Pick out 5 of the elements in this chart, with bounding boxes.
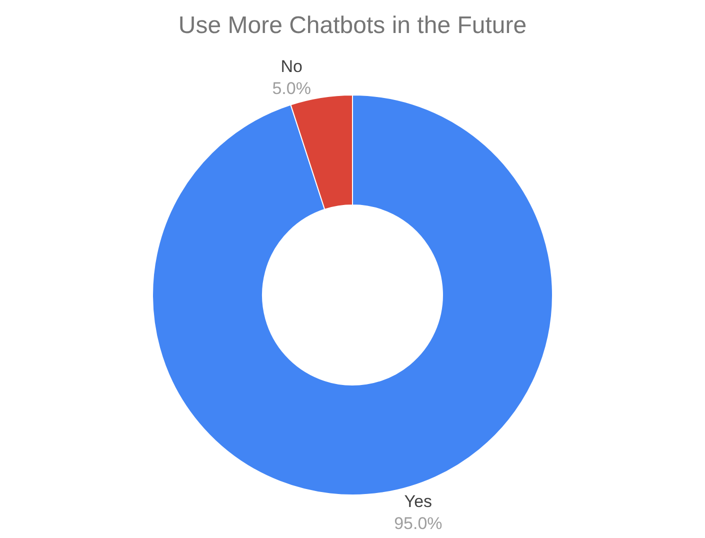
data-label: 5.0% xyxy=(272,78,311,98)
data-label: 95.0% xyxy=(394,514,442,534)
slice-label: Yes xyxy=(404,492,432,512)
slice-label: No xyxy=(280,56,302,76)
chart-title: Use More Chatbots in the Future xyxy=(178,12,527,39)
